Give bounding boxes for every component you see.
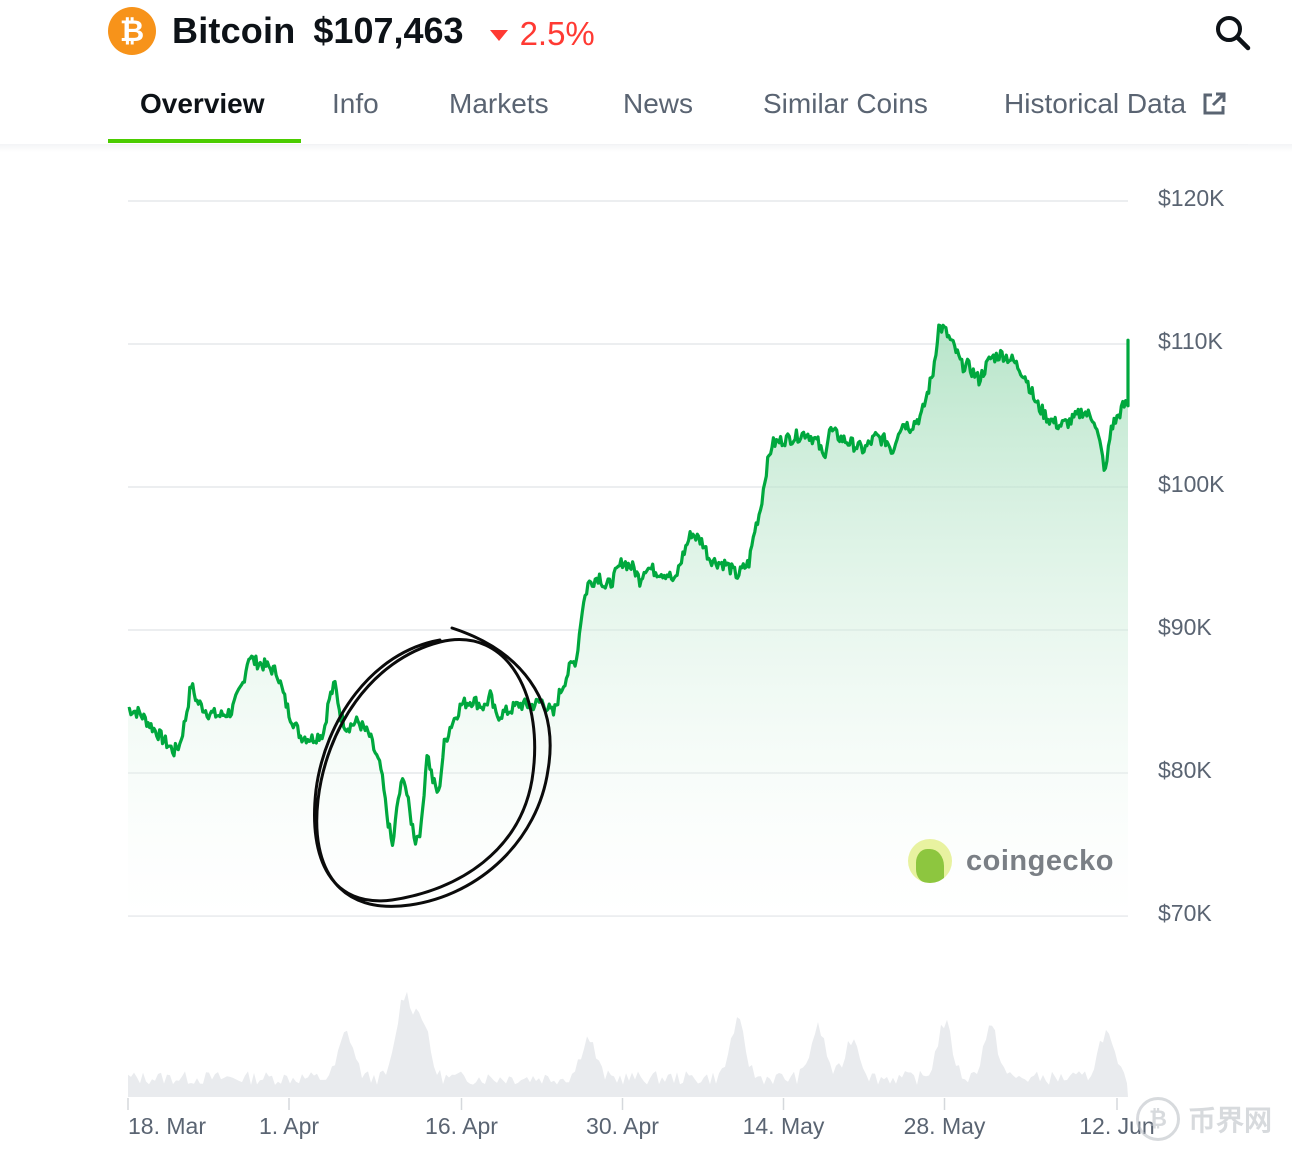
tab-label: Overview: [140, 88, 265, 119]
y-tick-label: $70K: [1158, 900, 1212, 926]
y-tick-label: $120K: [1158, 185, 1225, 211]
tab-overview[interactable]: Overview: [140, 68, 265, 140]
tab-label: Similar Coins: [763, 88, 928, 119]
x-tick-label: 1. Apr: [259, 1113, 319, 1139]
coingecko-logo-icon: [908, 839, 952, 883]
tab-info[interactable]: Info: [332, 68, 379, 140]
coingecko-watermark: coingecko: [908, 838, 1114, 884]
watermark-text: coingecko: [966, 844, 1114, 877]
x-tick-label: 28. May: [904, 1113, 986, 1139]
site-logo-icon: ₿: [1136, 1097, 1180, 1141]
x-tick-label: 14. May: [743, 1113, 825, 1139]
site-watermark-text: 币界网: [1188, 1104, 1273, 1137]
search-icon[interactable]: [1212, 12, 1252, 52]
x-tick-label: 16. Apr: [425, 1113, 498, 1139]
tab-news[interactable]: News: [623, 68, 693, 140]
price-change-value: 2.5%: [519, 15, 595, 52]
y-tick-label: $80K: [1158, 757, 1212, 783]
site-watermark: ₿ 币界网: [1136, 1097, 1272, 1141]
price-change-badge: 2.5%: [489, 9, 595, 53]
tab-label: Historical Data: [1004, 88, 1187, 119]
tab-similar-coins[interactable]: Similar Coins: [763, 68, 928, 140]
coin-name: Bitcoin: [172, 10, 296, 51]
price-area-fill: [128, 325, 1128, 917]
volume-bars: [128, 991, 1128, 1097]
x-tick-label: 18. Mar: [128, 1113, 206, 1139]
coin-price: $107,463: [313, 10, 464, 51]
y-tick-label: $100K: [1158, 471, 1225, 497]
price-line: [127, 323, 1130, 847]
tab-label: Markets: [449, 88, 549, 119]
y-tick-label: $90K: [1158, 614, 1212, 640]
hand-drawn-circle-annotation: [313, 626, 552, 908]
external-link-icon: [1203, 92, 1226, 115]
bitcoin-logo-icon: ₿: [108, 7, 156, 55]
down-arrow-icon: [489, 29, 508, 41]
tab-shadow: [0, 144, 1292, 152]
active-tab-indicator: [108, 139, 301, 143]
tab-historical-data[interactable]: Historical Data: [1004, 68, 1228, 140]
tab-label: News: [623, 88, 694, 119]
x-tick-label: 30. Apr: [586, 1113, 659, 1139]
tab-markets[interactable]: Markets: [449, 68, 549, 140]
tab-label: Info: [332, 88, 379, 119]
coin-header: ₿ Bitcoin $107,463 2.5%: [108, 6, 595, 56]
tab-bar: Overview Info Markets News Similar Coins…: [108, 68, 1248, 145]
y-tick-label: $110K: [1158, 328, 1223, 354]
